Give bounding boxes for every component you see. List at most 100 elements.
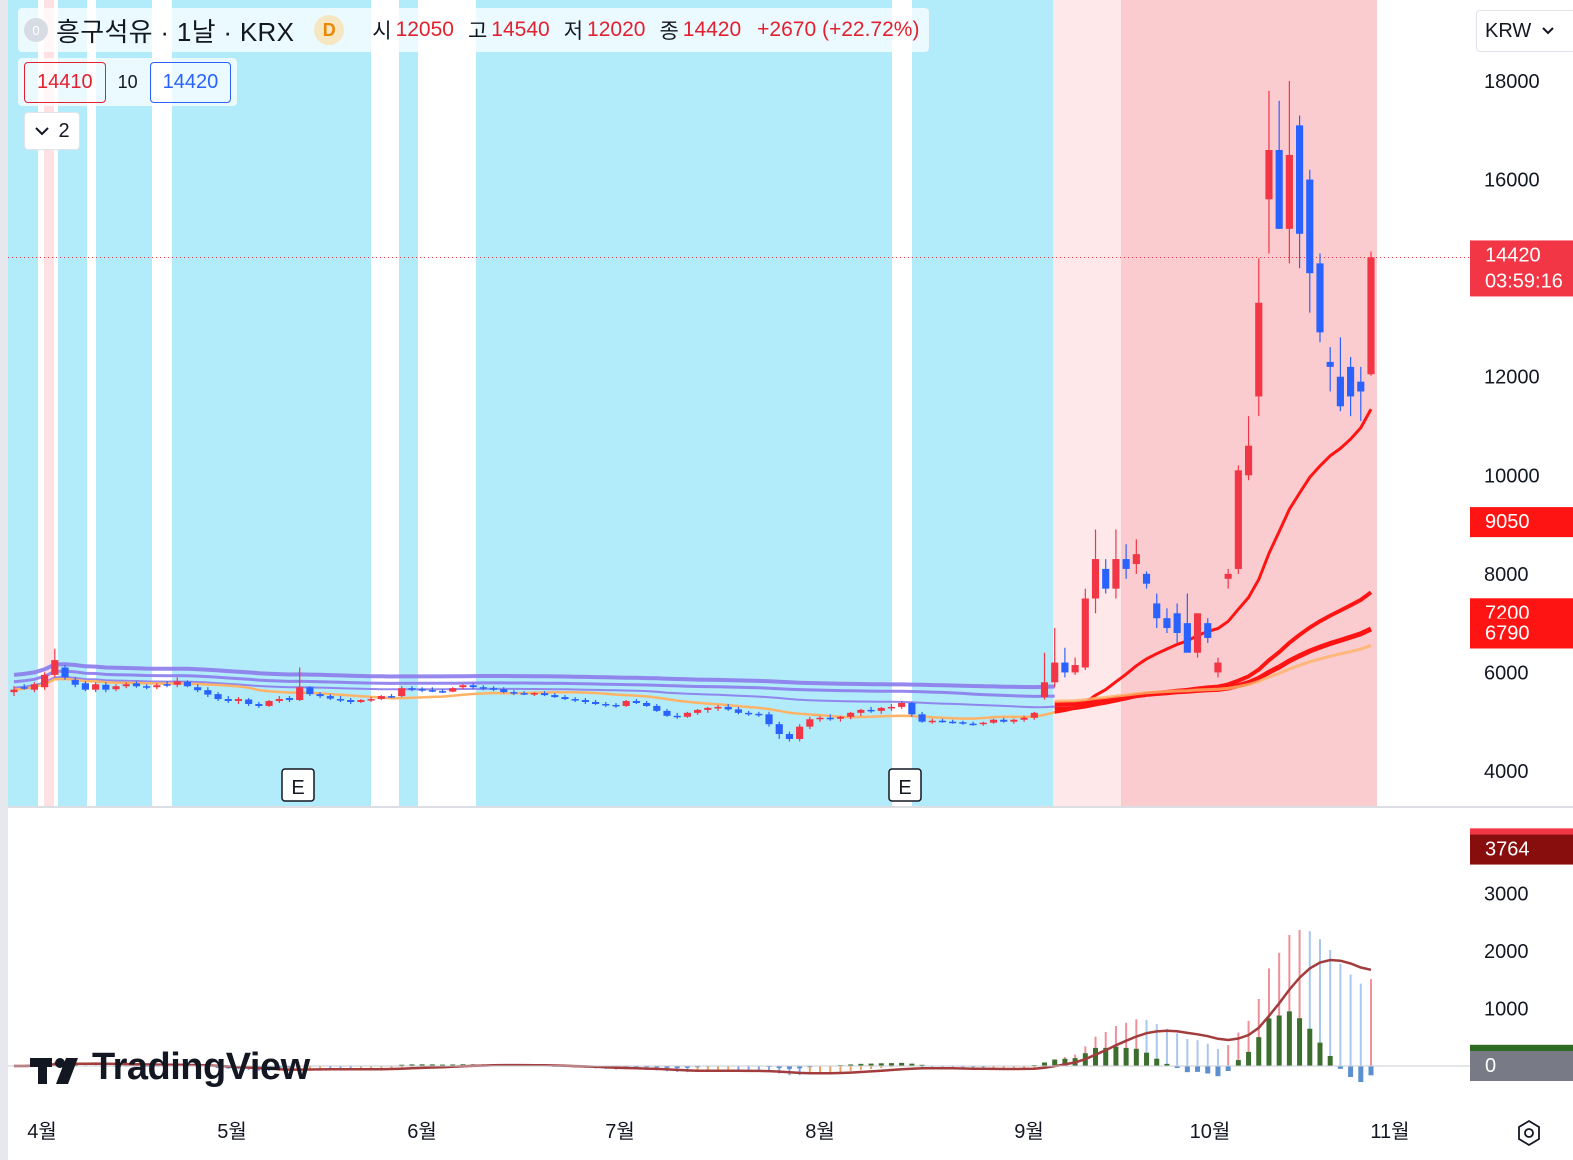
candle-body [71, 679, 79, 685]
currency-select[interactable]: KRW [1476, 10, 1573, 52]
candle [1265, 90, 1273, 254]
candle-body [163, 684, 171, 686]
candle-body [316, 694, 324, 697]
candle-body [102, 684, 110, 690]
symbol-logo: 0 [24, 18, 48, 42]
candle [898, 701, 906, 709]
candle-body [581, 700, 589, 702]
candle [112, 684, 120, 692]
candle [1275, 100, 1283, 229]
histogram-bar [786, 1066, 792, 1069]
histogram-bar [899, 1062, 905, 1066]
histogram-bar [409, 1064, 415, 1066]
candle [908, 702, 916, 717]
candle [571, 697, 579, 702]
candle-body [969, 723, 977, 726]
sell-price-button[interactable]: 14410 [24, 61, 106, 103]
candle [694, 708, 702, 715]
candle [500, 687, 508, 694]
candle-body [438, 691, 447, 693]
earnings-event-marker[interactable]: E [281, 768, 315, 802]
moving-average-line [13, 662, 1055, 690]
ohlc-values: 시 12050 고 14540 저 12020 종 14420 +2670 (+22.7… [362, 15, 919, 45]
oscillator-axis-tick: 3000 [1484, 884, 1529, 906]
candle-body [520, 693, 528, 695]
regime-band-blue [172, 0, 371, 806]
candle-body [653, 705, 661, 711]
candle-body [540, 693, 549, 696]
candle [1112, 529, 1120, 599]
histogram-bar [399, 1064, 405, 1066]
candle-body [479, 687, 487, 689]
candle-body [561, 697, 569, 700]
candle [1173, 603, 1181, 643]
candle [877, 706, 885, 714]
candle-body [1051, 662, 1059, 683]
histogram-bar [644, 1066, 650, 1068]
candle-body [173, 681, 181, 685]
candle [285, 696, 294, 702]
histogram-bar [868, 1063, 874, 1066]
symbol-title[interactable]: 흥구석유 · 1날 · KRX [56, 16, 295, 47]
candle-body [785, 734, 793, 739]
oscillator-value-label-bg [1470, 834, 1573, 865]
candle [724, 703, 732, 711]
candle [61, 665, 69, 680]
time-axis-tick: 8월 [805, 1120, 835, 1143]
regime-band-pink [1121, 0, 1377, 806]
histogram-bar [1113, 1046, 1119, 1066]
candle [734, 706, 742, 715]
candle-body [775, 724, 783, 735]
candle-body [112, 686, 120, 690]
candle-body [347, 700, 355, 702]
earnings-event-marker[interactable]: E [888, 768, 922, 802]
candle [194, 684, 202, 693]
candle [71, 677, 79, 688]
candle [989, 718, 998, 724]
indicators-collapse-button[interactable]: 2 [24, 112, 80, 150]
high-label: 고 [467, 20, 488, 43]
candle [173, 677, 181, 688]
candle-body [275, 699, 283, 702]
histogram-bar [72, 1064, 78, 1066]
histogram-bar [1246, 1051, 1252, 1066]
candle-body [1326, 361, 1334, 367]
candle-body [1010, 719, 1018, 722]
buy-price-button[interactable]: 14420 [149, 61, 232, 103]
candle-body [1316, 263, 1324, 333]
time-axis-tick: 4월 [27, 1120, 57, 1143]
histogram-bar [674, 1066, 680, 1069]
candle [336, 696, 345, 702]
regime-band-blue [912, 0, 1053, 806]
candle-body [643, 702, 651, 706]
candle [10, 686, 18, 697]
histogram-bar [276, 1066, 282, 1068]
candle-body [1193, 613, 1202, 653]
settings-icon[interactable] [1514, 1118, 1544, 1148]
candle [1367, 251, 1375, 376]
histogram-bar [1327, 1056, 1333, 1066]
candle [81, 681, 89, 692]
histogram-bar [1276, 1015, 1282, 1066]
candle [30, 682, 38, 693]
candle-body [745, 712, 753, 715]
tradingview-logo-icon [30, 1057, 78, 1084]
candle [1000, 717, 1008, 723]
price-axis-tick: 4000 [1484, 761, 1529, 783]
candle-body [683, 712, 691, 717]
candle-body [1255, 302, 1263, 397]
candle [1326, 347, 1334, 392]
candle-body [285, 698, 294, 701]
candle [969, 721, 977, 726]
candle [143, 684, 151, 690]
histogram-bar [1133, 1048, 1139, 1066]
candle-body [694, 709, 702, 713]
histogram-bar [1154, 1058, 1160, 1066]
candle [265, 700, 273, 707]
price-axis-tick: 10000 [1484, 465, 1540, 487]
candle [204, 687, 212, 698]
candle [683, 711, 691, 718]
candle [41, 672, 49, 690]
candle-body [724, 706, 732, 710]
